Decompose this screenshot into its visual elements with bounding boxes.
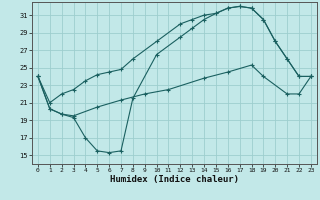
X-axis label: Humidex (Indice chaleur): Humidex (Indice chaleur)	[110, 175, 239, 184]
